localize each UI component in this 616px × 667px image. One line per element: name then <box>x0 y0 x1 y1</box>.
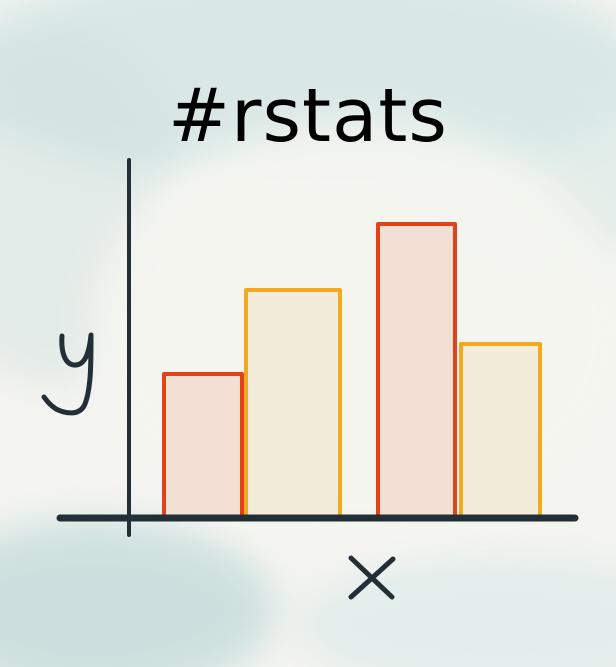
y-axis-label-sketch <box>41 332 94 416</box>
bar-3 <box>376 222 457 520</box>
bar-group <box>162 222 542 520</box>
bar-2 <box>244 288 342 520</box>
x-axis-label-sketch <box>348 555 396 600</box>
bar-1 <box>162 372 244 520</box>
chart-title: #rstats <box>168 73 448 159</box>
bar-4 <box>459 342 542 520</box>
